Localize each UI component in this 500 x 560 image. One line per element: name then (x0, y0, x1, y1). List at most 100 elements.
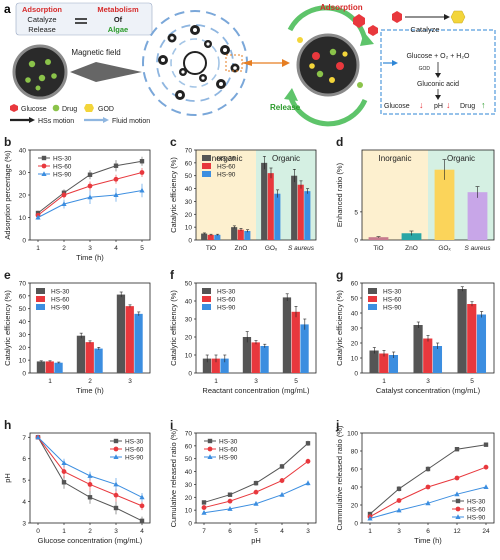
data-point (454, 491, 460, 497)
x-tick-label: 2 (62, 245, 66, 252)
y-tick-label: 30 (19, 170, 27, 177)
region-label-organic: Organic (447, 154, 475, 163)
data-point (279, 464, 285, 469)
x-tick-label: 5 (254, 528, 258, 535)
x-axis-label: Time (h) (76, 386, 104, 395)
y-tick-label: 20 (185, 335, 193, 342)
data-point (253, 489, 259, 495)
data-point (139, 187, 145, 193)
x-tick-label: TiO (206, 245, 216, 252)
legend-entry: HS-60 (219, 447, 238, 454)
legend-swatch (368, 304, 377, 310)
result-glucose: Glucose (384, 103, 410, 110)
series-HS-90 (35, 434, 145, 502)
y-tick-label: 70 (185, 148, 193, 155)
bar (211, 358, 220, 373)
x-tick-label: TiO (373, 245, 383, 252)
panel-c: c Inorganic Organic 0 10 20 30 40 50 60 70 Catalyti… (169, 135, 317, 252)
bar (94, 348, 103, 373)
data-point (61, 469, 67, 474)
result-ph: pH (434, 103, 443, 110)
data-point (139, 494, 145, 500)
data-point (227, 498, 233, 504)
y-tick-label: 60 (351, 281, 359, 288)
bar (379, 353, 389, 373)
bar (242, 337, 252, 373)
data-point (113, 492, 119, 498)
data-point (201, 500, 207, 505)
data-point (61, 460, 67, 465)
equation-catalyze: Catalyze (27, 15, 56, 24)
y-tick-label: 0 (354, 371, 358, 378)
y-tick-label: 20 (19, 193, 27, 200)
panel-letter-c: c (170, 135, 177, 149)
legend-swatch (202, 155, 211, 161)
equation-algae: Algae (108, 25, 128, 34)
bar (388, 355, 399, 373)
y-tick-label: 40 (351, 311, 359, 318)
bar (116, 294, 126, 373)
x-axis-label: Reactant concentration (mg/mL) (202, 386, 310, 395)
x-tick-label: GOₓ (438, 245, 451, 252)
data-point (87, 473, 93, 478)
y-tick-label: 50 (19, 306, 27, 313)
panel-d: d Inorganic Organic 0 5 Enhanced ratio (%) TiO… (335, 135, 495, 252)
series-HS-30 (201, 440, 311, 505)
bar (237, 229, 244, 240)
x-axis-label: Glucose concentration (mg/mL) (38, 536, 143, 545)
panel-letter-d: d (336, 135, 343, 149)
y-tick-label: 60 (351, 467, 359, 474)
panel-letter-g: g (336, 268, 343, 282)
x-tick-label: 6 (426, 528, 430, 535)
y-tick-label: 3 (22, 521, 26, 528)
bar (401, 233, 422, 240)
data-point (41, 171, 47, 176)
data-point (87, 172, 93, 177)
legend-entry: HS-60 (217, 164, 236, 171)
god-icon (84, 104, 94, 112)
god-small-label: GOD (419, 66, 431, 72)
panel-letter-b: b (4, 135, 11, 149)
legend-glucose: Glucose (21, 106, 47, 113)
data-point (35, 434, 41, 440)
up-arrow-icon: ↑ (481, 100, 486, 110)
data-point (454, 475, 460, 481)
x-axis-label: Time (h) (414, 536, 442, 545)
bar (413, 325, 423, 373)
y-tick-label: 40 (185, 299, 193, 306)
y-tick-label: 10 (19, 215, 27, 222)
bar (467, 192, 488, 240)
y-axis-label: Adsorption percentage (%) (3, 150, 12, 240)
x-tick-label: ZnO (405, 245, 418, 252)
series-HS-60 (201, 458, 311, 510)
bar (251, 342, 260, 373)
bar (457, 289, 467, 373)
bar (220, 358, 229, 373)
release-label: Release (270, 103, 301, 112)
data-point (61, 480, 67, 485)
x-tick-label: 1 (36, 245, 40, 252)
legend-entry: HS-60 (53, 164, 72, 171)
x-tick-label: 24 (482, 528, 490, 535)
hollow-sphere-right: Adsorption Release (270, 3, 378, 127)
y-tick-label: 10 (185, 508, 193, 515)
legend-entry: HS-60 (467, 507, 486, 514)
down-arrow-icon: ↓ (419, 100, 424, 110)
x-tick-label: 1 (382, 378, 386, 385)
y-tick-label: 0 (22, 371, 26, 378)
data-point (87, 495, 93, 500)
magnetic-arrow (70, 62, 142, 82)
legend-entry: HS-90 (467, 515, 486, 522)
legend-entry: HS-60 (383, 297, 402, 304)
x-tick-label: 5 (470, 378, 474, 385)
data-point (113, 481, 119, 487)
y-tick-label: 7 (22, 435, 26, 442)
x-tick-label: 5 (294, 378, 298, 385)
panel-letter-a: a (4, 2, 11, 16)
data-point (139, 170, 145, 175)
data-point (483, 484, 489, 489)
series-HS-90 (201, 480, 311, 515)
y-tick-label: 0 (188, 521, 192, 528)
